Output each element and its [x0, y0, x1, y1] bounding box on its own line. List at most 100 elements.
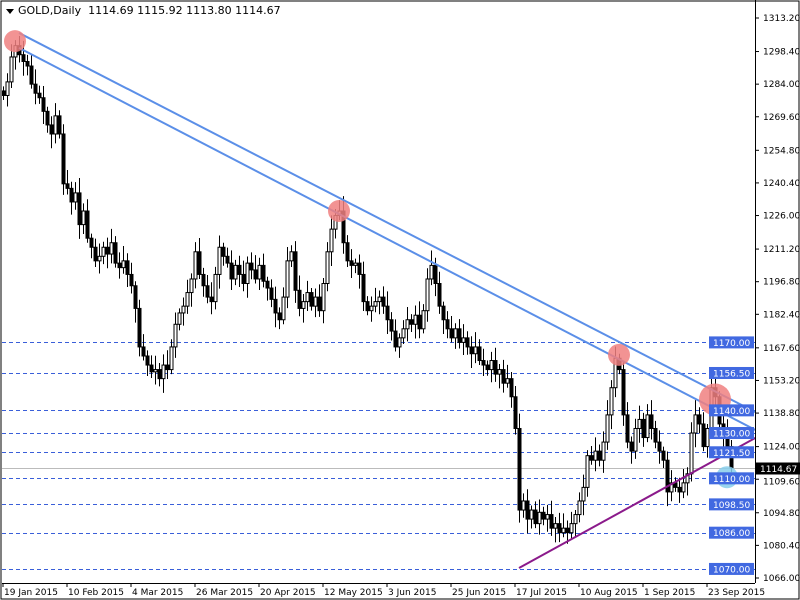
candle-bull — [305, 292, 310, 303]
level-label-bg — [709, 336, 754, 349]
candle-bull — [681, 482, 686, 493]
x-tick-label: 10 Aug 2015 — [580, 588, 638, 598]
candle-bull — [73, 192, 78, 203]
candle-bull — [489, 360, 494, 371]
candle-bear — [677, 486, 682, 493]
candle-bear — [381, 296, 386, 307]
dropdown-triangle-icon[interactable] — [6, 8, 14, 14]
candle-bull — [545, 514, 550, 520]
candle-bear — [621, 369, 626, 416]
candle-bear — [225, 255, 230, 264]
candle-bear — [277, 312, 282, 321]
x-tick-label: 23 Sep 2015 — [708, 588, 765, 598]
candle-bull — [553, 523, 558, 529]
level-label: 1156.50 — [713, 369, 750, 379]
y-tick-label: 1211.20 — [763, 245, 800, 255]
y-tick-label: 1124.00 — [763, 443, 800, 453]
candle-bull — [605, 414, 610, 443]
x-tick-label: 19 Jan 2015 — [4, 588, 58, 598]
candle-bear — [65, 183, 70, 189]
candle-bull — [173, 323, 178, 348]
candle-bear — [145, 355, 150, 366]
level-label-bg — [709, 526, 754, 539]
candle-bear — [501, 369, 506, 384]
candle-bull — [217, 246, 222, 275]
current-price-label: 1114.67 — [760, 465, 797, 475]
level-label-bg — [709, 446, 754, 459]
current-price-label-bg — [756, 462, 800, 475]
candle-bear — [317, 296, 322, 312]
candle-bear — [417, 314, 422, 330]
candle-bear — [533, 509, 538, 525]
candle-bull — [593, 450, 598, 461]
y-tick-label: 1066.00 — [763, 574, 800, 584]
candle-bear — [197, 251, 202, 275]
candle-bear — [157, 369, 162, 380]
y-tick-label: 1298.40 — [763, 48, 800, 58]
candle-bear — [2, 90, 6, 96]
candle-bear — [657, 441, 662, 452]
candle-bear — [221, 246, 226, 257]
candle-bear — [249, 262, 254, 271]
candle-bull — [529, 509, 534, 520]
candle-bull — [581, 486, 586, 502]
highlight-marker — [4, 30, 26, 53]
candle-bull — [213, 273, 218, 303]
y-tick-label: 1153.20 — [763, 376, 800, 386]
candle-bear — [61, 133, 66, 185]
y-tick-label: 1138.80 — [763, 409, 800, 419]
ohlc-readout: 1114.69 1115.92 1113.80 1114.67 — [88, 4, 281, 17]
candle-bear — [449, 328, 454, 339]
candle-bull — [369, 305, 374, 312]
candle-bull — [233, 264, 238, 280]
candle-bull — [9, 56, 14, 83]
candle-bull — [353, 262, 358, 266]
candle-bear — [565, 527, 570, 534]
candle-bull — [689, 432, 694, 475]
candle-bear — [125, 260, 130, 275]
candle-bear — [253, 269, 258, 280]
level-label-bg — [709, 404, 754, 417]
level-label: 1070.00 — [713, 565, 750, 575]
candle-bear — [541, 511, 546, 520]
candle-bear — [465, 337, 470, 348]
candle-bear — [309, 292, 314, 307]
x-tick-label: 25 Jun 2015 — [452, 588, 506, 598]
candle-bear — [525, 500, 530, 520]
candle-bull — [633, 427, 638, 452]
candle-bear — [117, 262, 122, 269]
candle-bear — [345, 242, 350, 262]
y-tick-label: 1254.80 — [763, 146, 800, 156]
candle-bear — [437, 283, 442, 307]
candle-bull — [577, 500, 582, 516]
x-tick-label: 26 Mar 2015 — [196, 588, 253, 598]
candle-bull — [189, 278, 194, 294]
highlight-marker — [608, 343, 630, 366]
candle-bear — [361, 273, 366, 303]
candle-bull — [121, 260, 126, 269]
candle-bear — [113, 242, 118, 264]
candle-bear — [89, 237, 94, 248]
candle-bull — [185, 292, 190, 307]
candle-bull — [177, 312, 182, 325]
candle-bear — [133, 285, 138, 309]
candle-bull — [669, 482, 674, 493]
candle-bear — [265, 280, 270, 289]
candle-bull — [473, 346, 478, 355]
candle-bull — [453, 328, 458, 339]
chart-header: GOLD,Daily 1114.69 1115.92 1113.80 1114.… — [6, 4, 281, 17]
candle-bull — [301, 301, 306, 309]
candle-bear — [57, 115, 62, 135]
candle-bull — [537, 511, 542, 525]
y-tick-label: 1269.60 — [763, 113, 800, 123]
candle-bear — [137, 307, 142, 348]
y-tick-label: 1226.00 — [763, 212, 800, 222]
candle-bear — [409, 319, 414, 325]
x-tick-label: 10 Feb 2015 — [68, 588, 124, 598]
candle-bear — [201, 273, 206, 287]
candle-bear — [37, 92, 42, 99]
candle-bull — [421, 310, 426, 330]
candle-bull — [405, 319, 410, 330]
